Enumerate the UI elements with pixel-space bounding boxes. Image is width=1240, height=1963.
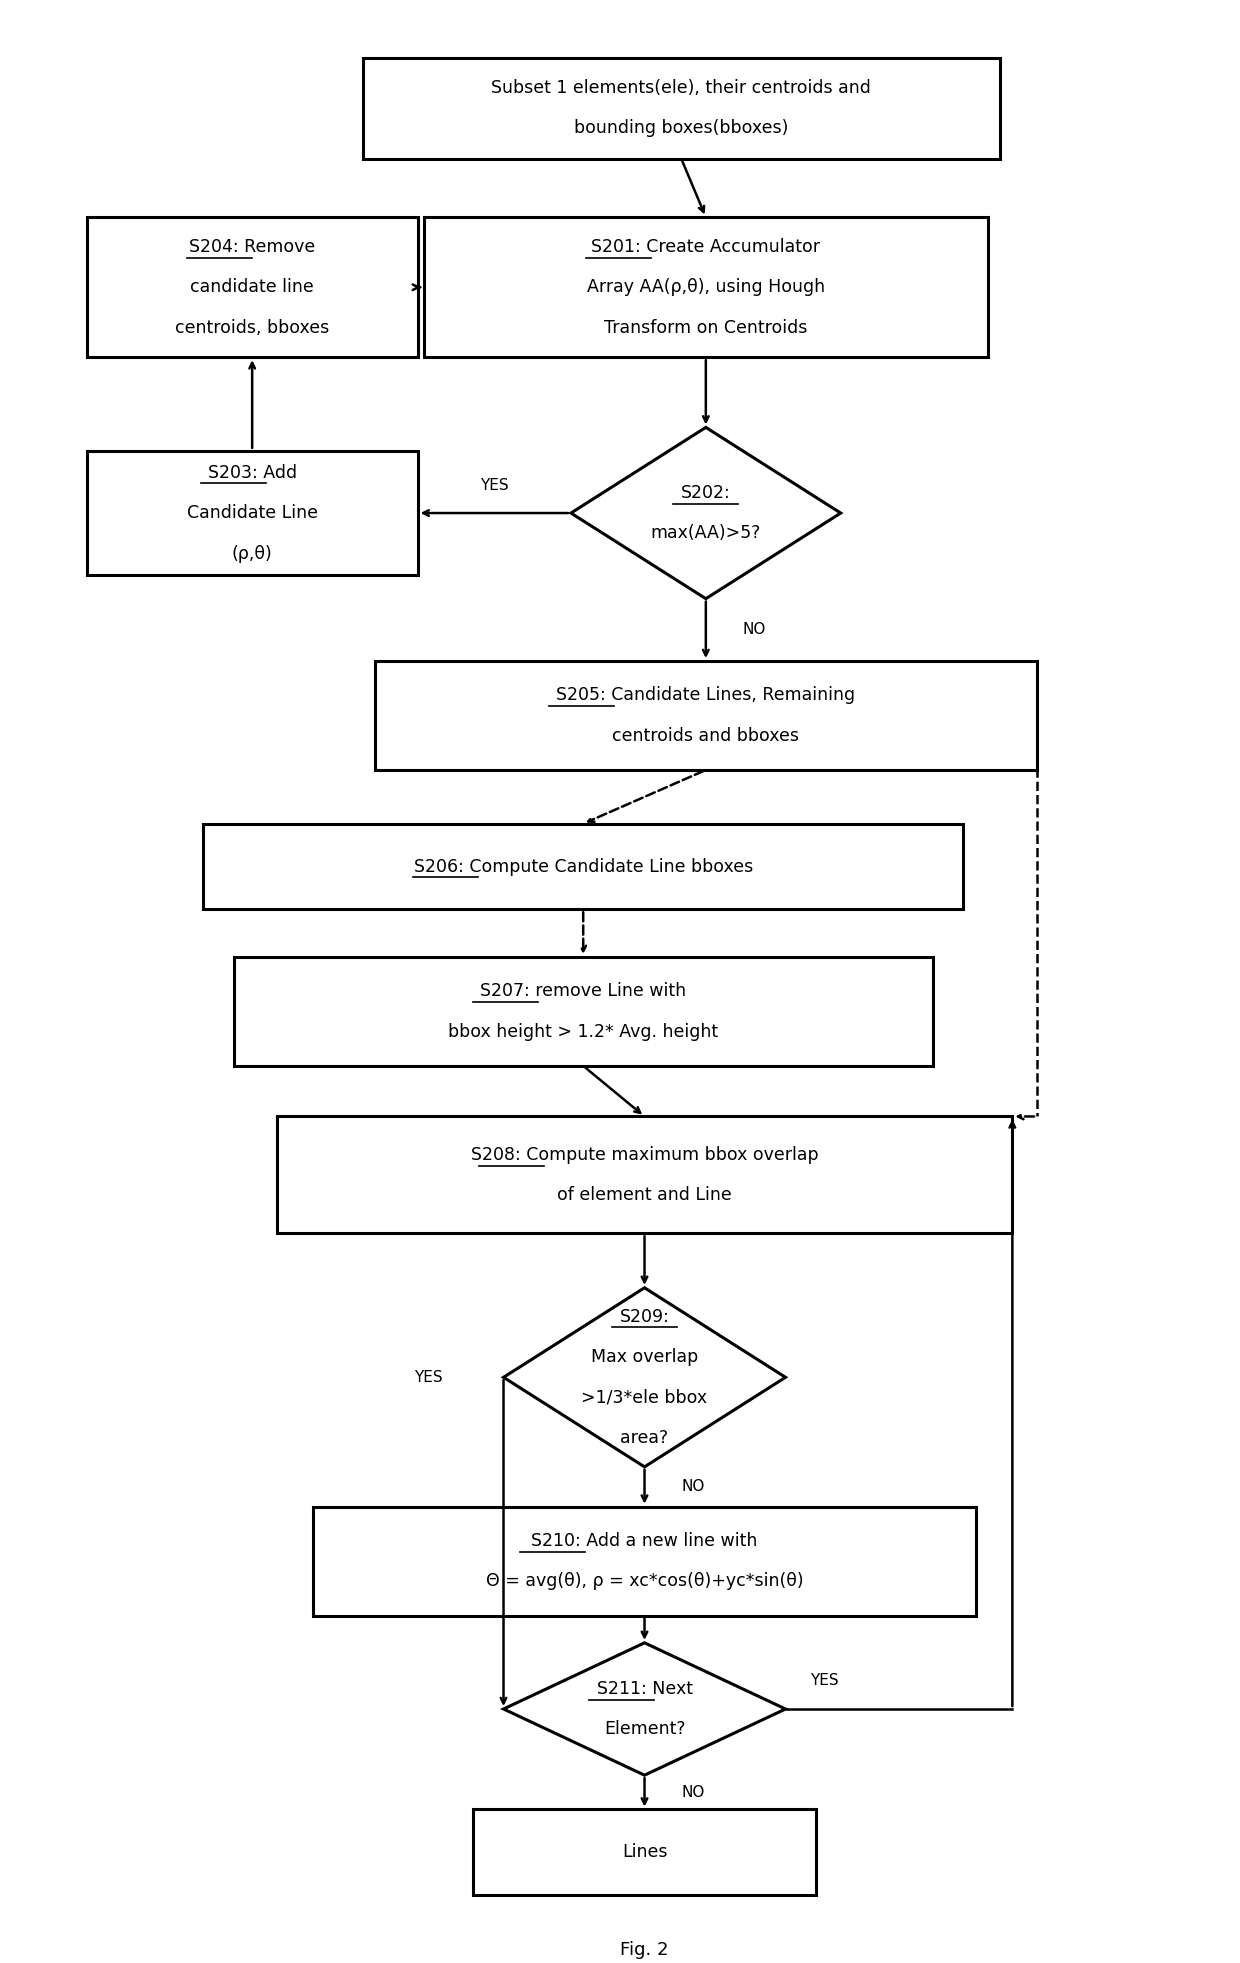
Text: centroids, bboxes: centroids, bboxes	[175, 318, 330, 338]
Text: YES: YES	[480, 477, 508, 493]
Text: S206: Compute Candidate Line bboxes: S206: Compute Candidate Line bboxes	[414, 858, 753, 875]
Text: >1/3*ele bbox: >1/3*ele bbox	[582, 1388, 708, 1407]
Polygon shape	[570, 428, 841, 599]
Text: Max overlap: Max overlap	[591, 1349, 698, 1366]
Polygon shape	[503, 1288, 785, 1466]
Text: (ρ,θ): (ρ,θ)	[232, 544, 273, 563]
FancyBboxPatch shape	[277, 1117, 1012, 1233]
Text: S210: Add a new line with: S210: Add a new line with	[531, 1531, 758, 1551]
Text: YES: YES	[810, 1674, 838, 1688]
FancyBboxPatch shape	[87, 218, 418, 357]
Text: Candidate Line: Candidate Line	[187, 504, 317, 522]
Text: S208: Compute maximum bbox overlap: S208: Compute maximum bbox overlap	[471, 1146, 818, 1164]
Text: S207: remove Line with: S207: remove Line with	[480, 982, 686, 999]
Text: Array AA(ρ,θ), using Hough: Array AA(ρ,θ), using Hough	[587, 279, 825, 296]
FancyBboxPatch shape	[362, 57, 1001, 159]
Text: Lines: Lines	[621, 1843, 667, 1861]
Text: YES: YES	[414, 1370, 443, 1384]
Text: Element?: Element?	[604, 1720, 686, 1739]
FancyBboxPatch shape	[203, 824, 963, 909]
Text: S201: Create Accumulator: S201: Create Accumulator	[591, 238, 821, 255]
Polygon shape	[503, 1643, 785, 1775]
Text: of element and Line: of element and Line	[557, 1186, 732, 1203]
Text: S205: Candidate Lines, Remaining: S205: Candidate Lines, Remaining	[557, 687, 856, 705]
FancyBboxPatch shape	[234, 956, 932, 1066]
Text: NO: NO	[681, 1480, 704, 1494]
Text: S209:: S209:	[620, 1307, 670, 1325]
Text: Subset 1 elements(ele), their centroids and: Subset 1 elements(ele), their centroids …	[491, 79, 872, 96]
FancyBboxPatch shape	[87, 451, 418, 575]
Text: Transform on Centroids: Transform on Centroids	[604, 318, 807, 338]
Text: S202:: S202:	[681, 483, 730, 503]
Text: Θ = avg(θ), ρ = xc*cos(θ)+yc*sin(θ): Θ = avg(θ), ρ = xc*cos(θ)+yc*sin(θ)	[486, 1572, 804, 1590]
Text: Fig. 2: Fig. 2	[620, 1941, 668, 1959]
Text: S203: Add: S203: Add	[207, 463, 296, 481]
FancyBboxPatch shape	[472, 1810, 816, 1894]
Text: centroids and bboxes: centroids and bboxes	[613, 726, 800, 744]
FancyBboxPatch shape	[314, 1506, 976, 1616]
Text: NO: NO	[681, 1784, 704, 1800]
Text: max(AA)>5?: max(AA)>5?	[651, 524, 761, 542]
Text: NO: NO	[743, 622, 766, 638]
Text: candidate line: candidate line	[190, 279, 314, 296]
FancyBboxPatch shape	[374, 662, 1037, 769]
Text: S204: Remove: S204: Remove	[188, 238, 315, 255]
Text: S211: Next: S211: Next	[596, 1680, 692, 1698]
Text: bounding boxes(bboxes): bounding boxes(bboxes)	[574, 120, 789, 137]
FancyBboxPatch shape	[424, 218, 988, 357]
Text: bbox height > 1.2* Avg. height: bbox height > 1.2* Avg. height	[448, 1023, 718, 1040]
Text: area?: area?	[620, 1429, 668, 1447]
